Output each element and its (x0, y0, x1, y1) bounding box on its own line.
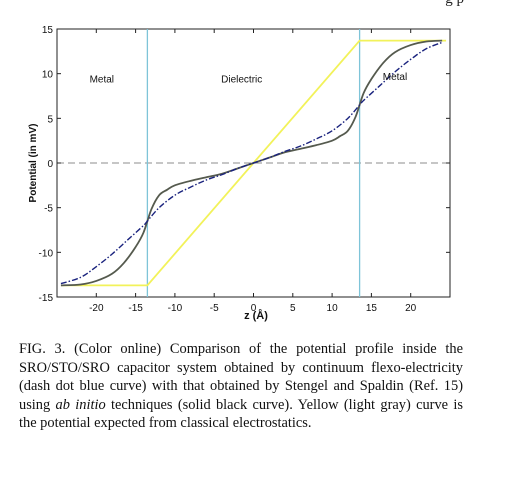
y-tick-label: -15 (39, 293, 54, 304)
page-header-fragment: g p (445, 0, 464, 8)
x-tick-label: 10 (327, 303, 339, 314)
x-tick-label: 5 (290, 303, 296, 314)
x-tick-label: -10 (168, 303, 183, 314)
y-tick-label: -5 (44, 204, 53, 215)
x-tick-label: -15 (128, 303, 143, 314)
region-label-1: Metal (90, 75, 114, 86)
y-tick-label: 10 (42, 70, 54, 81)
x-tick-label: 0 (251, 303, 257, 314)
x-tick-label: -20 (89, 303, 104, 314)
caption-text-2: techniques (solid black curve). Yellow (… (19, 396, 463, 432)
y-axis-label: Potential (in mV) (28, 124, 39, 203)
flexoelectric-curve (60, 41, 443, 285)
y-tick-label: 5 (47, 114, 53, 125)
x-tick-label: -5 (210, 303, 219, 314)
caption-text-1: (Color online) Comparison of the potenti… (19, 341, 463, 413)
y-tick-label: 15 (42, 25, 54, 36)
figure-caption: FIG. 3. (Color online) Comparison of the… (19, 340, 463, 433)
x-tick-label: 20 (405, 303, 417, 314)
y-tick-label: -10 (39, 248, 54, 259)
caption-italic: ab initio (55, 396, 106, 413)
region-label-3: Metal (383, 72, 407, 83)
potential-profile-chart: -20 -15 -10 -5 0 5 10 15 20 -15 -10 -5 0 5 10 15 Metal D… (28, 25, 451, 322)
region-label-2: Dielectric (221, 75, 262, 86)
y-tick-label: 0 (47, 159, 53, 170)
caption-fig-label: FIG. 3. (19, 341, 66, 357)
x-tick-label: 15 (366, 303, 378, 314)
x-axis-label: z (Å) (244, 309, 268, 322)
